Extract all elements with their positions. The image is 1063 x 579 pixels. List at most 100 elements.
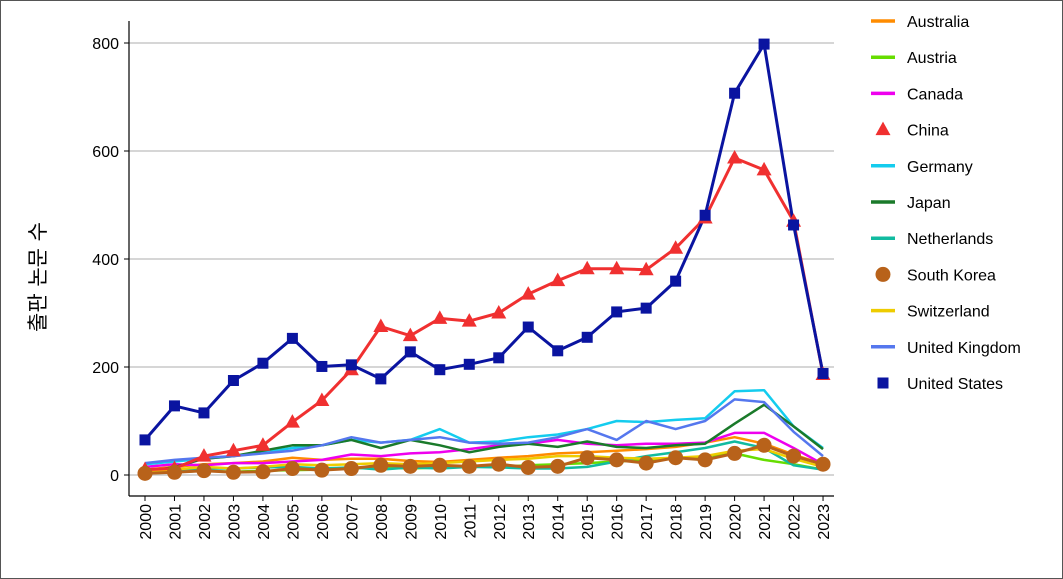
point-china-2015 [579, 260, 595, 275]
x-tick-label-2002: 2002 [197, 504, 214, 540]
point-china-2018 [668, 240, 684, 254]
x-tick-label-2014: 2014 [551, 504, 568, 540]
point-china-2016 [609, 260, 625, 275]
x-tick-label-2015: 2015 [580, 504, 597, 540]
point-south-korea-2007 [343, 461, 359, 477]
series-markers [137, 38, 831, 481]
x-tick-label-2013: 2013 [521, 504, 538, 540]
point-china-2017 [638, 261, 654, 276]
point-united-states-2000 [139, 434, 151, 446]
y-tick-label-200: 200 [92, 360, 119, 377]
legend-label-switzerland: Switzerland [907, 304, 990, 321]
y-tick-labels: 0 200 400 600 800 [92, 36, 119, 485]
y-tick-label-600: 600 [92, 144, 119, 161]
point-china-2002 [196, 448, 212, 462]
legend-label-united-states: United States [907, 376, 1003, 393]
point-united-states-2014 [552, 345, 564, 357]
point-united-states-2006 [316, 360, 328, 372]
point-china-2011 [461, 313, 477, 327]
series-line-united-states [143, 42, 825, 441]
point-south-korea-2005 [284, 461, 300, 477]
point-united-states-2012 [493, 352, 505, 364]
point-china-2014 [550, 272, 566, 287]
legend: Australia Austria Canada China Germany Japan N… [871, 14, 1021, 393]
point-united-states-2013 [522, 321, 534, 333]
point-south-korea-2013 [520, 459, 536, 475]
point-united-states-2008 [375, 373, 387, 385]
legend-label-japan: Japan [907, 195, 951, 212]
point-china-2012 [491, 305, 507, 319]
series-line-china [144, 156, 825, 472]
y-axis-title: 출판 논문 수 [26, 222, 50, 332]
point-united-states-2021 [758, 38, 770, 50]
point-united-states-2001 [168, 400, 180, 412]
point-united-states-2019 [699, 209, 711, 221]
x-tick-label-2006: 2006 [315, 504, 332, 540]
point-china-2020 [727, 150, 743, 164]
point-china-2021 [756, 161, 772, 176]
legend-label-germany: Germany [907, 159, 973, 176]
point-south-korea-2008 [373, 457, 389, 473]
legend-label-australia: Australia [907, 14, 969, 31]
point-south-korea-2016 [609, 452, 625, 468]
x-tick-labels: 2000 2001 2002 2003 2004 2005 2006 2007 2008 2009… [138, 504, 833, 540]
point-south-korea-2004 [255, 464, 271, 480]
point-south-korea-2012 [491, 456, 507, 472]
point-south-korea-2023 [815, 456, 831, 472]
point-china-2009 [402, 327, 418, 342]
point-china-2013 [520, 286, 536, 300]
point-south-korea-2019 [697, 452, 713, 468]
y-tick-label-0: 0 [110, 468, 119, 485]
point-united-states-2015 [581, 331, 593, 343]
x-tick-label-2022: 2022 [787, 504, 804, 540]
series-line-united-kingdom [144, 398, 824, 465]
point-united-states-2017 [640, 302, 652, 314]
x-tick-label-2008: 2008 [374, 504, 391, 540]
point-south-korea-2020 [727, 445, 743, 461]
x-tick-label-2004: 2004 [256, 504, 273, 540]
legend-swatch-south-korea [875, 266, 891, 282]
legend-swatch-united-states [877, 377, 889, 389]
x-tick-label-2000: 2000 [138, 504, 155, 540]
x-tick-label-2001: 2001 [167, 504, 184, 540]
legend-label-china: China [907, 123, 949, 140]
x-tick-label-2011: 2011 [462, 504, 479, 539]
x-tick-label-2016: 2016 [610, 504, 627, 540]
x-tick-label-2018: 2018 [669, 504, 686, 540]
legend-label-canada: Canada [907, 86, 963, 103]
point-south-korea-2006 [314, 462, 330, 478]
point-china-2008 [373, 318, 389, 332]
point-united-states-2003 [227, 375, 239, 386]
x-tick-label-2019: 2019 [698, 504, 715, 540]
point-united-states-2016 [611, 306, 623, 318]
axes [124, 21, 834, 501]
point-united-states-2004 [257, 357, 269, 369]
point-united-states-2023 [817, 367, 829, 379]
series-line-japan [144, 403, 824, 474]
point-china-2004 [255, 437, 271, 451]
point-south-korea-2018 [668, 450, 684, 466]
x-tick-label-2010: 2010 [433, 504, 450, 540]
legend-label-united-kingdom: United Kingdom [907, 340, 1021, 357]
legend-label-netherlands: Netherlands [907, 231, 993, 248]
point-south-korea-2017 [638, 455, 654, 471]
point-united-states-2020 [729, 87, 741, 99]
x-tick-label-2023: 2023 [816, 504, 833, 540]
legend-swatch-china [875, 121, 891, 136]
x-tick-label-2012: 2012 [492, 504, 509, 540]
y-tick-label-800: 800 [92, 36, 119, 53]
point-united-states-2018 [670, 275, 682, 287]
point-south-korea-2000 [137, 465, 153, 481]
legend-label-austria: Austria [907, 50, 957, 67]
point-united-states-2010 [434, 364, 446, 376]
x-tick-label-2017: 2017 [639, 504, 656, 540]
point-south-korea-2021 [756, 437, 772, 453]
x-tick-label-2020: 2020 [728, 504, 745, 540]
point-united-states-2009 [404, 346, 416, 358]
x-tick-label-2007: 2007 [344, 504, 361, 540]
point-south-korea-2014 [550, 458, 566, 474]
point-south-korea-2002 [196, 463, 212, 479]
point-south-korea-2011 [461, 458, 477, 474]
